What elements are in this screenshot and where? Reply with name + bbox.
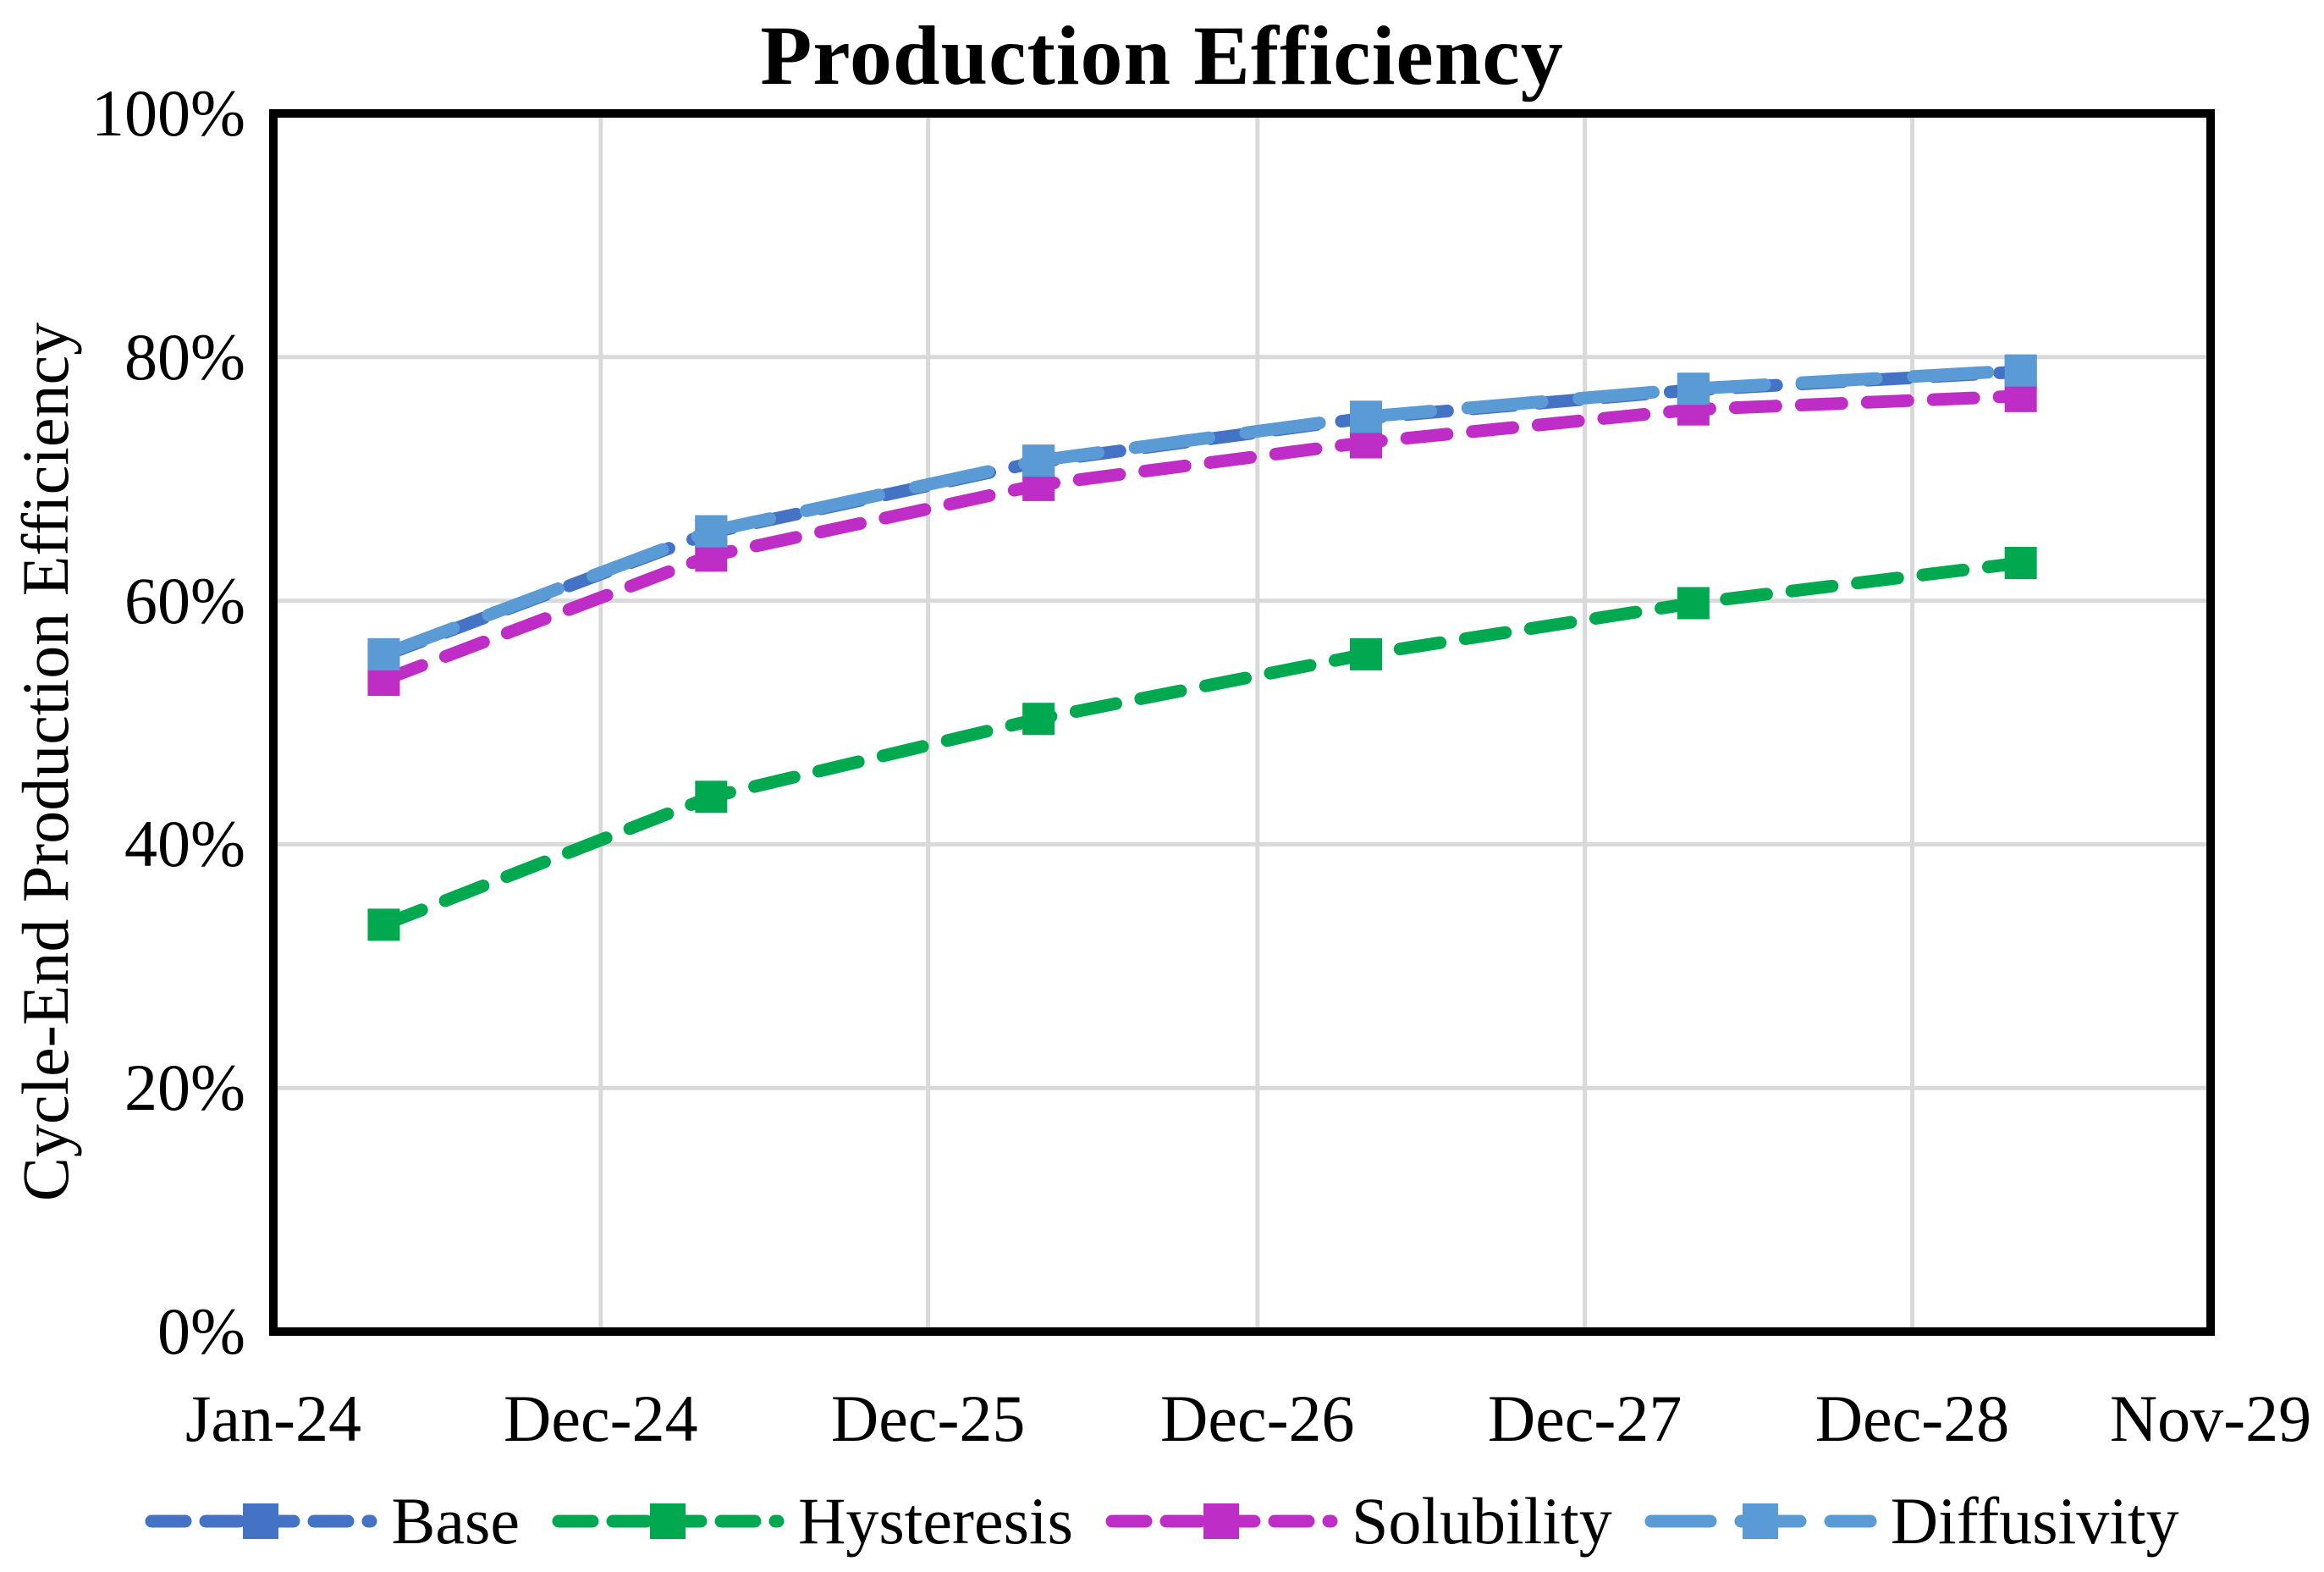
marker-hysteresis-1 (695, 780, 728, 814)
legend-swatch-base-icon (145, 1503, 377, 1539)
series-base (367, 356, 2037, 672)
legend-label-base: Base (391, 1484, 520, 1558)
series-line-diffusivity (377, 364, 2028, 661)
series-solubility (367, 379, 2037, 697)
legend-marker-diffusivity (1742, 1503, 1778, 1539)
axis-frame (269, 109, 2215, 1336)
x-tick-label-dec-24: Dec-24 (504, 1382, 698, 1455)
legend-label-solubility: Solubility (1351, 1484, 1612, 1558)
marker-diffusivity-5 (2004, 354, 2037, 387)
x-tick-label-nov-29: Nov-29 (2109, 1382, 2312, 1455)
x-tick-label-dec-26: Dec-26 (1160, 1382, 1355, 1455)
y-tick-label-20pct: 20% (124, 1051, 245, 1125)
legend-label-diffusivity: Diffusivity (1890, 1484, 2179, 1558)
x-tick-label-jan-24: Jan-24 (185, 1382, 361, 1455)
y-tick-label-60pct: 60% (124, 563, 245, 637)
marker-hysteresis-4 (1677, 587, 1710, 620)
marker-diffusivity-1 (695, 515, 728, 548)
marker-hysteresis-2 (1022, 703, 1055, 736)
legend-marker-base (243, 1503, 279, 1539)
y-tick-label-100pct: 100% (91, 76, 245, 150)
y-tick-label-40pct: 40% (124, 807, 245, 881)
legend-swatch-solubility-icon (1105, 1503, 1338, 1539)
legend-item-hysteresis: Hysteresis (552, 1475, 1073, 1568)
y-tick-label-80pct: 80% (124, 319, 245, 394)
chart-title: Production Efficiency (760, 8, 1564, 102)
series-diffusivity (367, 354, 2037, 670)
marker-diffusivity-2 (1022, 444, 1055, 477)
legend-marker-hysteresis (650, 1503, 686, 1539)
x-tick-label-dec-27: Dec-27 (1487, 1382, 1682, 1455)
legend-swatch-diffusivity-icon (1644, 1503, 1877, 1539)
marker-diffusivity-4 (1677, 372, 1710, 405)
legend-item-base: Base (145, 1475, 520, 1568)
legend-swatch-hysteresis-icon (552, 1503, 785, 1539)
x-tick-label-dec-25: Dec-25 (830, 1382, 1026, 1455)
marker-hysteresis-5 (2004, 546, 2037, 579)
y-tick-label-0pct: 0% (157, 1294, 245, 1368)
legend-item-diffusivity: Diffusivity (1644, 1475, 2179, 1568)
marker-hysteresis-0 (367, 908, 400, 941)
marker-diffusivity-0 (367, 637, 400, 670)
marker-hysteresis-3 (1349, 637, 1382, 670)
x-tick-label-dec-28: Dec-28 (1815, 1382, 2010, 1455)
marker-diffusivity-3 (1349, 400, 1382, 433)
legend: Base Hysteresis Solubility Diffusivity (0, 1475, 2324, 1568)
legend-label-hysteresis: Hysteresis (798, 1484, 1073, 1558)
legend-marker-solubility (1203, 1503, 1239, 1539)
series-line-base (377, 365, 2028, 662)
series-line-solubility (377, 389, 2028, 687)
legend-item-solubility: Solubility (1105, 1475, 1612, 1568)
series-line-hysteresis (377, 556, 2028, 931)
series-hysteresis (367, 546, 2037, 941)
